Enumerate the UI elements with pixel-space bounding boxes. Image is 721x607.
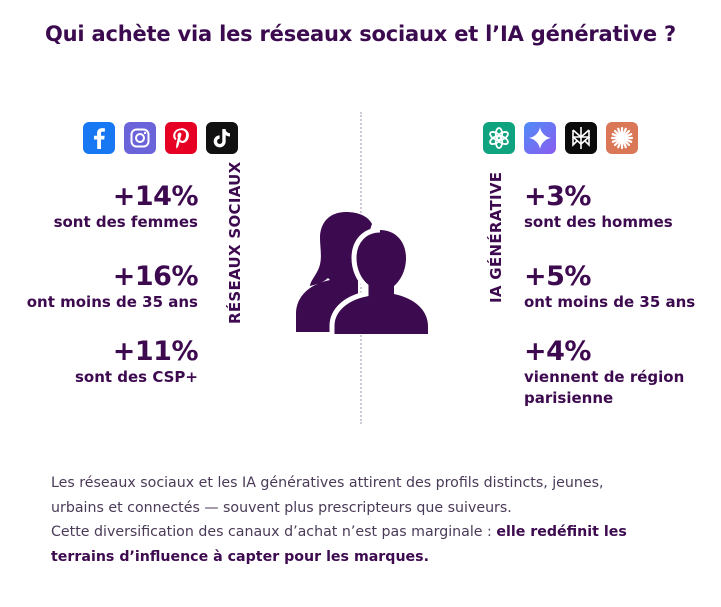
stat-label-line-1: viennent de région xyxy=(524,368,685,386)
body-line-2: urbains et connectés — souvent plus pres… xyxy=(51,499,512,516)
perplexity-icon xyxy=(565,122,597,154)
social-icons xyxy=(83,122,238,154)
body-line-3-text: Cette diversification des canaux d’achat… xyxy=(51,524,497,540)
instagram-icon xyxy=(124,122,156,154)
ai-stat-paris-region: +4% viennent de région parisienne xyxy=(524,337,684,409)
body-paragraph: Les réseaux sociaux et les IA générative… xyxy=(51,471,651,569)
stat-label: ont moins de 35 ans xyxy=(524,293,696,311)
body-line-3-bold: elle redéfinit les xyxy=(496,524,627,540)
stat-value: +14% xyxy=(112,181,199,212)
social-stat-women: +14% sont des femmes xyxy=(53,181,199,233)
stat-value: +16% xyxy=(112,261,199,292)
facebook-icon xyxy=(83,122,115,154)
stat-value: +3% xyxy=(524,181,591,212)
stat-label: sont des CSP+ xyxy=(74,368,198,386)
stat-label-line-2: parisienne xyxy=(524,389,614,407)
chatgpt-icon xyxy=(483,122,515,154)
tiktok-icon xyxy=(206,122,238,154)
pinterest-icon xyxy=(165,122,197,154)
body-line-4: terrains d’influence à capter pour les m… xyxy=(51,545,651,570)
stat-label: sont des hommes xyxy=(524,213,673,231)
ai-stat-under-35: +5% ont moins de 35 ans xyxy=(524,262,695,313)
social-stat-under-35: +16% ont moins de 35 ans xyxy=(26,261,199,313)
body-line-1: Les réseaux sociaux et les IA générative… xyxy=(51,475,604,491)
body-line-4-bold: terrains d’influence à capter pour les m… xyxy=(51,548,430,565)
stat-label: sont des femmes xyxy=(53,213,198,231)
people-icon xyxy=(296,210,432,338)
stat-label: ont moins de 35 ans xyxy=(26,293,198,311)
claude-icon xyxy=(606,122,638,154)
body-line-3: Cette diversification des canaux d’achat… xyxy=(51,520,651,545)
stat-value: +11% xyxy=(112,336,199,367)
ai-stat-men: +3% sont des hommes xyxy=(524,182,673,233)
ai-icons xyxy=(483,122,638,154)
gemini-icon xyxy=(524,122,556,154)
ai-section-label: IA GÉNÉRATIVE xyxy=(487,171,505,303)
stat-value: +5% xyxy=(524,261,591,292)
page-title: Qui achète via les réseaux sociaux et l’… xyxy=(44,22,676,46)
social-stat-csp: +11% sont des CSP+ xyxy=(74,336,199,388)
social-section-label: RÉSEAUX SOCIAUX xyxy=(226,161,244,325)
stat-value: +4% xyxy=(524,336,591,367)
